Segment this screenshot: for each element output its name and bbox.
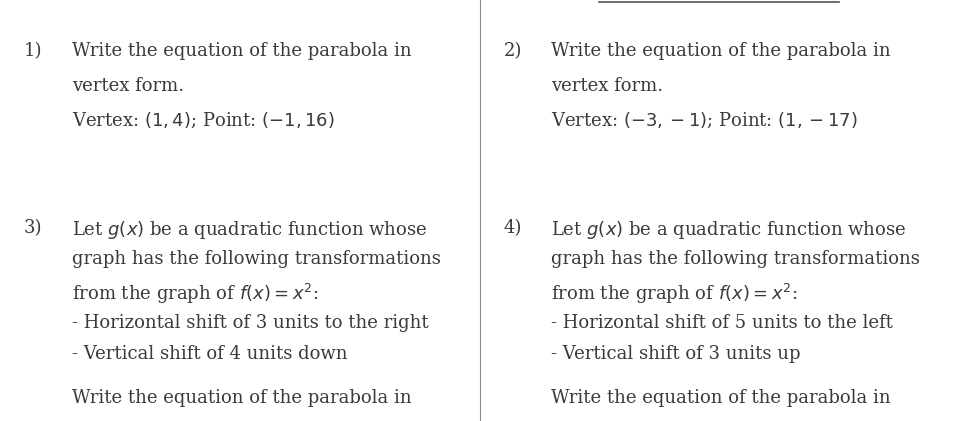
Text: Vertex: $(1, 4)$; Point: $(-1, 16)$: Vertex: $(1, 4)$; Point: $(-1, 16)$ <box>72 111 335 131</box>
Text: from the graph of $f(x) = x^2$:: from the graph of $f(x) = x^2$: <box>72 282 318 306</box>
Text: Write the equation of the parabola in: Write the equation of the parabola in <box>551 389 891 408</box>
Text: 1): 1) <box>24 42 42 60</box>
Text: vertex form.: vertex form. <box>551 77 664 95</box>
Text: Write the equation of the parabola in: Write the equation of the parabola in <box>72 389 411 408</box>
Text: 3): 3) <box>24 219 42 237</box>
Text: Write the equation of the parabola in: Write the equation of the parabola in <box>72 42 411 60</box>
Text: 2): 2) <box>503 42 522 60</box>
Text: 4): 4) <box>503 219 522 237</box>
Text: - Vertical shift of 4 units down: - Vertical shift of 4 units down <box>72 345 347 363</box>
Text: Vertex: $(-3, -1)$; Point: $(1, -17)$: Vertex: $(-3, -1)$; Point: $(1, -17)$ <box>551 111 858 131</box>
Text: graph has the following transformations: graph has the following transformations <box>72 250 441 269</box>
Text: from the graph of $f(x) = x^2$:: from the graph of $f(x) = x^2$: <box>551 282 798 306</box>
Text: - Horizontal shift of 3 units to the right: - Horizontal shift of 3 units to the rig… <box>72 314 429 332</box>
Text: graph has the following transformations: graph has the following transformations <box>551 250 921 269</box>
Text: Write the equation of the parabola in: Write the equation of the parabola in <box>551 42 891 60</box>
Text: - Vertical shift of 3 units up: - Vertical shift of 3 units up <box>551 345 801 363</box>
Text: Let $g(x)$ be a quadratic function whose: Let $g(x)$ be a quadratic function whose <box>551 219 906 241</box>
Text: vertex form.: vertex form. <box>72 77 184 95</box>
Text: - Horizontal shift of 5 units to the left: - Horizontal shift of 5 units to the lef… <box>551 314 893 332</box>
Text: Let $g(x)$ be a quadratic function whose: Let $g(x)$ be a quadratic function whose <box>72 219 427 241</box>
